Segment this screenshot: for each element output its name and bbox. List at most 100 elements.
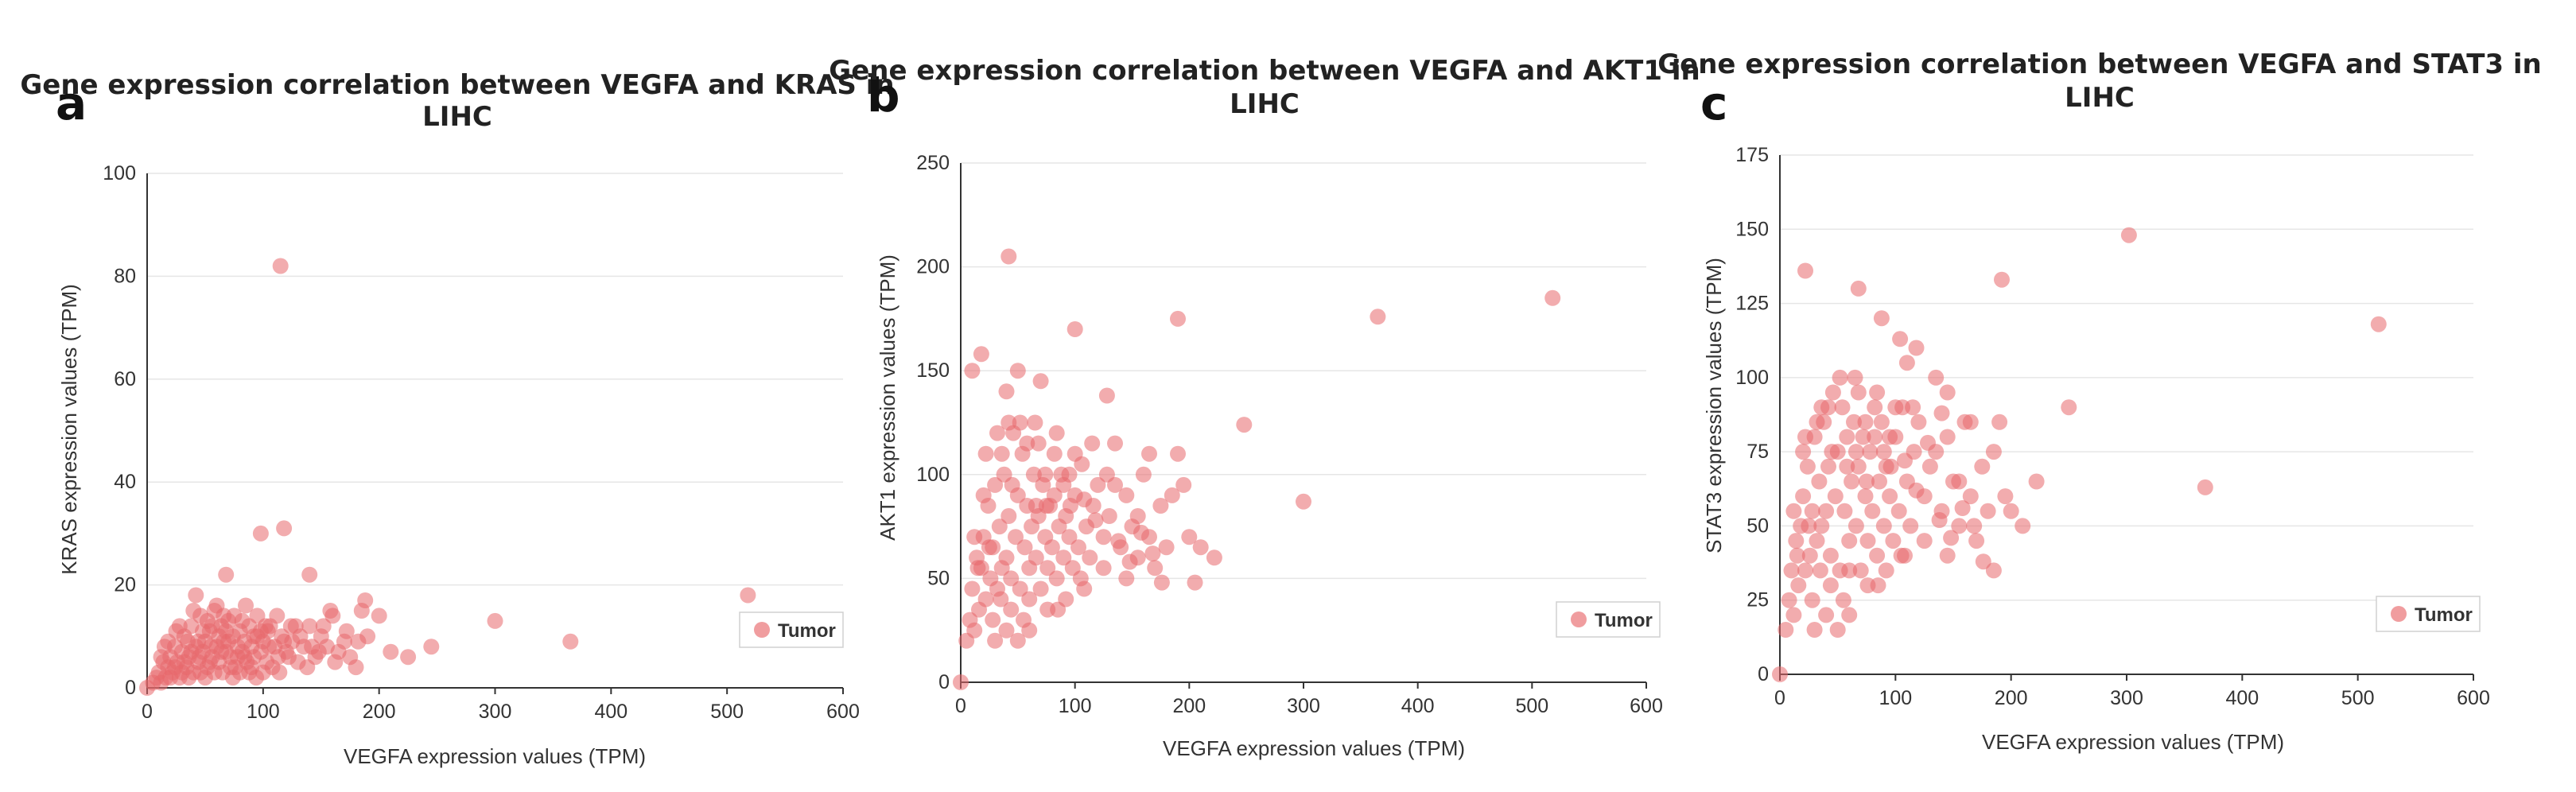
panel-b-title-line2: LIHC [1230,88,1300,120]
panel-c-data-point [1844,473,1860,490]
panel-c-xlabel: VEGFA expression values (TPM) [1982,730,2284,754]
panel-c-data-point [1841,562,1858,579]
panel-c-ytick-label: 100 [1735,367,1769,389]
panel-c-data-point [1795,488,1812,505]
panel-a-data-point [211,628,227,645]
panel-c-data-point [1968,533,1985,549]
panel-c-data-point [1801,518,1817,534]
panel-a-data-point [315,618,332,635]
panel-c-ytick-label: 150 [1735,218,1769,240]
panel-b-data-point [1144,545,1161,562]
panel-b-data-point [1016,539,1033,556]
panel-b-data-point [1055,549,1072,566]
panel-c-data-point [1781,592,1797,608]
panel-a-ytick-label: 80 [114,265,136,287]
panel-b-data-point [1003,570,1020,587]
panel-c-data-point [1882,458,1899,475]
panel-c-data-point [1875,444,1892,460]
panel-c-data-point [1869,384,1886,401]
panel-c-legend-marker [2391,606,2407,622]
panel-a-data-point [383,643,399,660]
panel-a-data-point [292,628,309,645]
panel-b-data-point [998,622,1015,639]
panel-b-data-point [1098,466,1115,483]
panel-a-data-point [234,612,251,629]
panel-b-ytick-label: 150 [916,359,950,382]
panel-c-data-point [1991,413,2008,430]
panel-b-data-point [1000,414,1017,431]
panel-c-data-point [1818,607,1835,623]
panel-c-data-point [1943,530,1960,546]
panel-c-data-point [1822,547,1839,564]
panel-a-data-point [271,664,288,681]
panel-c-data-point [1875,518,1892,534]
panel-b-data-point [1021,622,1038,639]
panel-c-data-point [1939,547,1956,564]
panel-c-data-point [1797,429,1813,445]
panel-b-data-point [1170,310,1186,327]
panel-b-data-point [977,445,994,462]
panel-a-data-point [400,649,417,666]
panel-b-data-point [1095,529,1112,545]
panel-b-data-point [1087,512,1104,529]
panel-b-data-point [1084,435,1101,452]
panel-b-data-point [1107,435,1123,452]
panel-b-ytick-label: 250 [916,152,950,174]
panel-c-data-point [1785,503,1802,519]
panel-b-xtick-label: 100 [1059,695,1092,717]
panel-b-data-point [1030,435,1047,452]
panel-c-data-point [1869,547,1886,564]
panel-a-data-point [353,603,370,619]
panel-c-data-point [1841,533,1858,549]
panel-b-legend: Tumor [1556,601,1661,638]
panel-b-data-point [1025,466,1042,483]
panel-c-data-point [1885,533,1902,549]
panel-b-xtick-label: 300 [1287,695,1320,717]
panel-c-data-point [1882,488,1898,505]
panel-c-ylabel: STAT3 expression values (TPM) [1702,258,1726,553]
panel-b-data-point [1055,476,1072,493]
panel-c-data-point [1809,413,1825,430]
panel-a-xtick-label: 0 [142,701,153,723]
panel-b-data-point [1004,476,1020,493]
panel-c-data-point [1931,512,1948,528]
panel-c-data-point [1806,622,1823,638]
panel-c-xtick-label: 200 [1995,687,2028,709]
panel-a-data-point [276,520,293,537]
panel-c-data-point [1928,369,1945,386]
panel-b-xtick-label: 500 [1515,695,1548,717]
panel-c-data-point [2120,227,2137,243]
panel-c-data-point [1846,413,1862,430]
panel-b-data-point [998,549,1015,566]
panel-b-letter: b [867,68,900,122]
panel-c-data-point [1799,458,1816,475]
panel-a-title-line1: Gene expression correlation between VEGF… [20,69,894,101]
panel-a-ytick-label: 40 [114,471,136,493]
panel-c-data-point [1962,488,1979,505]
panel-b-data-point [1027,414,1043,431]
panel-c-data-point [1850,458,1867,475]
panel-a-data-point [304,639,321,655]
panel-b-xlabel: VEGFA expression values (TPM) [1163,736,1465,760]
panel-c-data-point [1966,518,1983,534]
panel-a-data-point [338,623,355,639]
panel-a-data-point [299,659,316,676]
panel-a-data-point [371,608,387,624]
panel-b-data-point [1048,570,1065,587]
panel-c-ytick-label: 75 [1746,441,1769,463]
panel-c-title-line2: LIHC [2065,82,2135,114]
panel-b-data-point [1118,570,1135,587]
panel-a-data-point [350,633,367,650]
panel-a-ytick-label: 20 [114,574,136,596]
panel-c-data-point [1772,666,1788,682]
panel-c-data-point [1795,444,1812,460]
panel-a-xlabel: VEGFA expression values (TPM) [344,744,646,768]
panel-c-data-point [1847,518,1864,534]
panel-a-plot: 0 20 40 60 80 100 0 100 200 300 400 500 600 [103,162,860,723]
panel-c-data-point [1859,473,1875,490]
panel-a-data-point [259,623,276,639]
panel-c-data-point [1824,384,1841,401]
panel-c-data-point [2003,503,2019,519]
panel-c-data-point [1902,518,1919,534]
panel-c-data-point [1862,444,1879,460]
